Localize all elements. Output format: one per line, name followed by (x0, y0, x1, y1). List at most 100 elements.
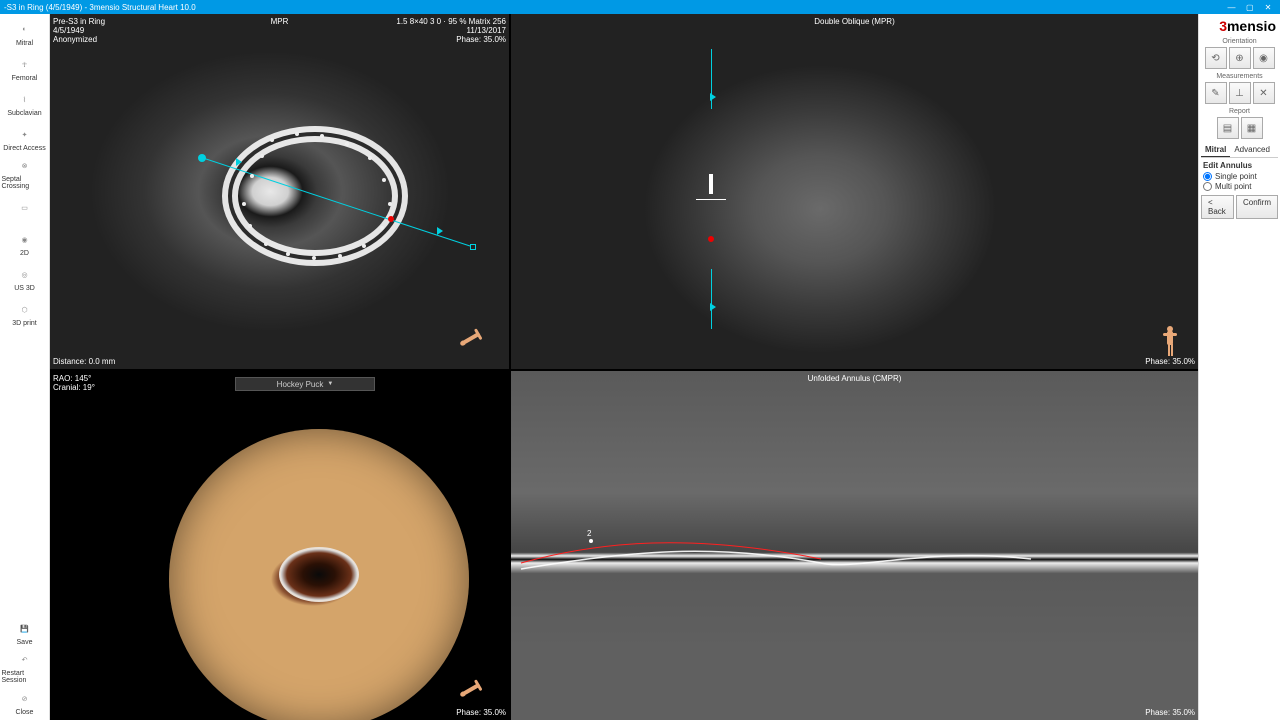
save-icon: 💾 (13, 619, 37, 639)
annulus-point[interactable] (264, 242, 268, 246)
tool-subclavian[interactable]: ⌇Subclavian (2, 86, 48, 120)
tool-label: Septal Crossing (2, 176, 48, 190)
rao-label: RAO: 145° (53, 374, 95, 383)
tool-label: Restart Session (2, 670, 48, 684)
orientation-avatar[interactable] (450, 670, 490, 710)
minimize-button[interactable]: — (1224, 3, 1240, 12)
radio-input[interactable] (1203, 172, 1212, 181)
orient-btn-3[interactable]: ◉ (1253, 47, 1275, 69)
annulus-ring (50, 14, 509, 369)
orient-btn-1[interactable]: ⟲ (1205, 47, 1227, 69)
tool-label: Save (17, 639, 33, 646)
viewport-double-oblique[interactable]: Double Oblique (MPR) Phase: 35.0% (511, 14, 1198, 369)
window-title: -S3 in Ring (4/5/1949) - 3mensio Structu… (4, 3, 196, 12)
annulus-point[interactable] (260, 154, 264, 158)
edit-annulus-header: Edit Annulus (1203, 161, 1276, 170)
orientation-avatar[interactable] (450, 319, 490, 359)
tool-femoral[interactable]: ☥Femoral (2, 51, 48, 85)
annulus-point[interactable] (250, 174, 254, 178)
annulus-point[interactable] (362, 244, 366, 248)
measure-btn-3[interactable]: ✕ (1253, 82, 1275, 104)
measure-btn-1[interactable]: ✎ (1205, 82, 1227, 104)
handle-start[interactable] (198, 154, 206, 162)
guide-vline[interactable] (711, 269, 712, 329)
print3d-icon: ⬡ (13, 300, 37, 320)
orient-btn-2[interactable]: ⊕ (1229, 47, 1251, 69)
tool-2d[interactable]: ◉2D (2, 226, 48, 260)
direct-access-icon: ✦ (13, 125, 37, 145)
radio-multi-point[interactable]: Multi point (1203, 182, 1276, 191)
vp-angles: RAO: 145° Cranial: 19° (53, 374, 95, 392)
viewport-mpr[interactable]: Pre-S3 in Ring 4/5/1949 Anonymized MPR 1… (50, 14, 509, 369)
viewport-area: Pre-S3 in Ring 4/5/1949 Anonymized MPR 1… (50, 14, 1198, 720)
annulus-point[interactable] (382, 178, 386, 182)
guide-tri[interactable] (710, 93, 716, 101)
cross-h (696, 199, 726, 200)
annulus-point[interactable] (242, 202, 246, 206)
bright-artifact (709, 174, 713, 194)
femoral-icon: ☥ (13, 55, 37, 75)
blank-icon: ▭ (13, 198, 37, 218)
annulus-point[interactable] (388, 202, 392, 206)
guide-tri[interactable] (710, 303, 716, 311)
hockey-puck-render[interactable] (169, 429, 469, 720)
annulus-point[interactable] (286, 252, 290, 256)
vp-info: Pre-S3 in Ring 4/5/1949 Anonymized (53, 17, 105, 44)
restart-icon: ↶ (13, 650, 37, 670)
tool-label: 3D print (12, 320, 37, 327)
close-icon: ⊘ (13, 689, 37, 709)
tool-save[interactable]: 💾Save (2, 615, 48, 649)
view-preset-dropdown[interactable]: Hockey Puck (235, 377, 375, 391)
handle-tri2[interactable] (437, 227, 443, 235)
orientation-header: Orientation (1201, 38, 1278, 45)
radio-input[interactable] (1203, 182, 1212, 191)
subclavian-icon: ⌇ (13, 90, 37, 110)
annulus-3d (279, 547, 359, 602)
tool-3dprint[interactable]: ⬡3D print (2, 296, 48, 330)
tool-mitral[interactable]: ◐Mitral (2, 16, 48, 50)
tool-septal-crossing[interactable]: ⊗Septal Crossing (2, 156, 48, 190)
red-marker[interactable] (388, 216, 394, 222)
red-marker[interactable] (708, 236, 714, 242)
confirm-button[interactable]: Confirm (1236, 195, 1278, 219)
tab-advanced[interactable]: Advanced (1230, 143, 1274, 157)
back-button[interactable]: < Back (1201, 195, 1234, 219)
tool-us3d[interactable]: ◎US 3D (2, 261, 48, 295)
measure-btn-2[interactable]: ⊥ (1229, 82, 1251, 104)
vp-line: 11/13/2017 (396, 26, 506, 35)
tool-label: Close (16, 709, 34, 716)
handle-tri1[interactable] (236, 158, 242, 166)
handle-end[interactable] (470, 244, 476, 250)
viewport-unfolded[interactable]: Unfolded Annulus (CMPR) Phase: 35.0% 2 (511, 371, 1198, 720)
annulus-point[interactable] (295, 132, 299, 136)
radio-single-point[interactable]: Single point (1203, 172, 1276, 181)
viewport-3d[interactable]: RAO: 145° Cranial: 19° Hockey Puck Phase… (50, 371, 509, 720)
vp-line: Pre-S3 in Ring (53, 17, 105, 26)
report-btn-2[interactable]: ▦ (1241, 117, 1263, 139)
annulus-point[interactable] (345, 142, 349, 146)
tool-blank[interactable]: ▭ (2, 191, 48, 225)
tab-mitral[interactable]: Mitral (1201, 143, 1230, 157)
annulus-point[interactable] (320, 134, 324, 138)
vp-line: Phase: 35.0% (396, 35, 506, 44)
tool-label: Mitral (16, 40, 33, 47)
annulus-point[interactable] (380, 226, 384, 230)
maximize-button[interactable]: ▢ (1242, 3, 1258, 12)
unfolded-curves (511, 371, 1198, 720)
us3d-icon: ◎ (13, 265, 37, 285)
annulus-point[interactable] (368, 156, 372, 160)
orientation-avatar[interactable] (1150, 321, 1190, 361)
annulus-point[interactable] (270, 138, 274, 142)
close-button[interactable]: ✕ (1260, 3, 1276, 12)
distance-label: Distance: 0.0 mm (53, 357, 115, 366)
report-btn-1[interactable]: ▤ (1217, 117, 1239, 139)
right-panel: 3mensio Orientation ⟲ ⊕ ◉ Measurements ✎… (1198, 14, 1280, 720)
annulus-point[interactable] (248, 224, 252, 228)
left-toolbar: ◐Mitral ☥Femoral ⌇Subclavian ✦Direct Acc… (0, 14, 50, 720)
tool-close[interactable]: ⊘Close (2, 685, 48, 719)
tool-restart[interactable]: ↶Restart Session (2, 650, 48, 684)
annulus-point[interactable] (338, 254, 342, 258)
tool-direct-access[interactable]: ✦Direct Access (2, 121, 48, 155)
annulus-point[interactable] (312, 256, 316, 260)
tool-label: Direct Access (3, 145, 45, 152)
